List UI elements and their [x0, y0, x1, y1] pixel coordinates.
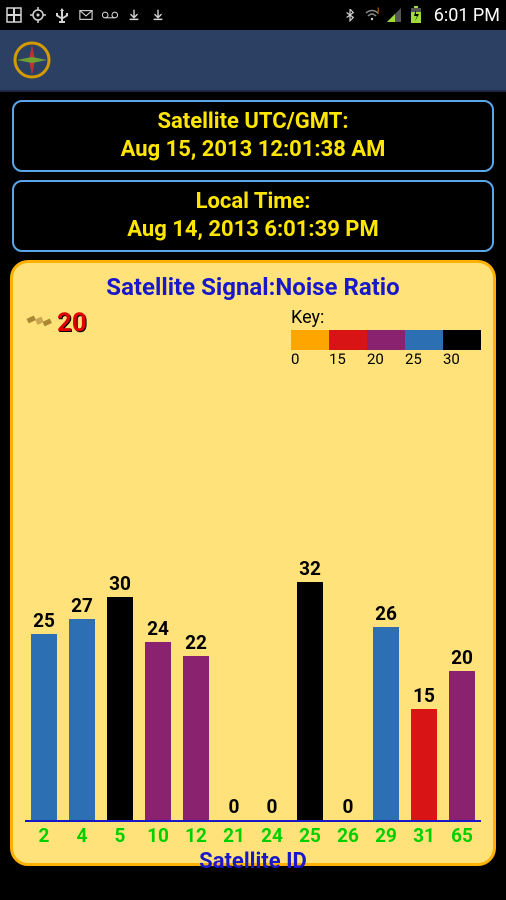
bar-column: 15	[405, 374, 443, 820]
local-value: Aug 14, 2013 6:01:39 PM	[14, 216, 492, 244]
chart-plot-area: 25 27 30 24 22 0 0 32 0 26 15 20	[25, 374, 481, 822]
download-icon	[150, 7, 166, 23]
utc-value: Aug 15, 2013 12:01:38 AM	[14, 136, 492, 164]
chart-x-title: Satellite ID	[25, 849, 481, 874]
legend-segment	[443, 330, 481, 350]
legend-label: Key:	[291, 307, 481, 328]
app-header	[0, 30, 506, 92]
bar-column: 20	[443, 374, 481, 820]
bar-column: 25	[25, 374, 63, 820]
legend-tick: 0	[291, 350, 329, 368]
plus-icon	[6, 7, 22, 23]
wifi-alert-icon: !	[364, 7, 380, 23]
bar	[297, 582, 323, 820]
legend-tick: 20	[367, 350, 405, 368]
bar-value-label: 30	[109, 572, 131, 595]
legend-colorbar	[291, 330, 481, 350]
bar-value-label: 32	[299, 557, 321, 580]
svg-text:!: !	[377, 7, 379, 17]
bar-column: 30	[101, 374, 139, 820]
satellite-count-value: 20	[57, 308, 87, 338]
x-tick-label: 65	[443, 824, 481, 847]
bar-value-label: 27	[71, 594, 93, 617]
bar	[411, 709, 437, 821]
chart-title: Satellite Signal:Noise Ratio	[25, 273, 481, 301]
bar	[107, 597, 133, 820]
bar	[145, 642, 171, 820]
satellite-icon	[25, 307, 53, 339]
bar-value-label: 0	[343, 795, 354, 818]
signal-icon	[386, 7, 402, 23]
battery-icon	[408, 7, 424, 23]
bar-column: 27	[63, 374, 101, 820]
bar-column: 0	[215, 374, 253, 820]
bar-value-label: 0	[267, 795, 278, 818]
status-clock: 6:01 PM	[434, 5, 500, 26]
x-tick-label: 4	[63, 824, 101, 847]
bar-value-label: 15	[413, 684, 435, 707]
bar	[183, 656, 209, 820]
chart-header-row: 20 Key: 015202530	[25, 307, 481, 368]
bar-value-label: 0	[229, 795, 240, 818]
android-status-bar: ! 6:01 PM	[0, 0, 506, 30]
utc-label: Satellite UTC/GMT:	[14, 108, 492, 136]
x-tick-label: 29	[367, 824, 405, 847]
legend-tick: 30	[443, 350, 481, 368]
compass-app-icon[interactable]	[12, 40, 52, 80]
x-tick-label: 2	[25, 824, 63, 847]
chart-x-labels: 245101221242526293165	[25, 824, 481, 847]
chart-bars: 25 27 30 24 22 0 0 32 0 26 15 20	[25, 374, 481, 820]
legend-segment	[405, 330, 443, 350]
legend-tick: 15	[329, 350, 367, 368]
bar-column: 32	[291, 374, 329, 820]
bar-column: 26	[367, 374, 405, 820]
bluetooth-icon	[342, 7, 358, 23]
x-tick-label: 10	[139, 824, 177, 847]
status-right-icons: ! 6:01 PM	[342, 5, 500, 26]
chart-legend: Key: 015202530	[291, 307, 481, 368]
legend-tick: 25	[405, 350, 443, 368]
bar-value-label: 24	[147, 617, 169, 640]
bar	[373, 627, 399, 820]
local-label: Local Time:	[14, 188, 492, 216]
usb-icon	[54, 7, 70, 23]
bar	[69, 619, 95, 820]
legend-segment	[329, 330, 367, 350]
status-left-icons	[6, 7, 166, 23]
satellite-count: 20	[25, 307, 87, 339]
legend-ticks: 015202530	[291, 350, 481, 368]
bar-value-label: 26	[375, 602, 397, 625]
x-tick-label: 5	[101, 824, 139, 847]
x-tick-label: 26	[329, 824, 367, 847]
x-tick-label: 24	[253, 824, 291, 847]
bar-value-label: 25	[33, 609, 55, 632]
gps-target-icon	[30, 7, 46, 23]
bar	[31, 634, 57, 820]
snr-chart-card: Satellite Signal:Noise Ratio 20 Key: 015…	[10, 260, 496, 866]
local-time-card: Local Time: Aug 14, 2013 6:01:39 PM	[12, 180, 494, 252]
bar-column: 22	[177, 374, 215, 820]
legend-segment	[367, 330, 405, 350]
bar-value-label: 22	[185, 631, 207, 654]
voicemail-icon	[102, 7, 118, 23]
bar-column: 24	[139, 374, 177, 820]
legend-segment	[291, 330, 329, 350]
bar-column: 0	[329, 374, 367, 820]
mail-icon	[78, 7, 94, 23]
download-icon	[126, 7, 142, 23]
x-tick-label: 31	[405, 824, 443, 847]
bar-value-label: 20	[451, 646, 473, 669]
x-tick-label: 25	[291, 824, 329, 847]
bar	[449, 671, 475, 820]
utc-time-card: Satellite UTC/GMT: Aug 15, 2013 12:01:38…	[12, 100, 494, 172]
bar-column: 0	[253, 374, 291, 820]
x-tick-label: 21	[215, 824, 253, 847]
x-tick-label: 12	[177, 824, 215, 847]
